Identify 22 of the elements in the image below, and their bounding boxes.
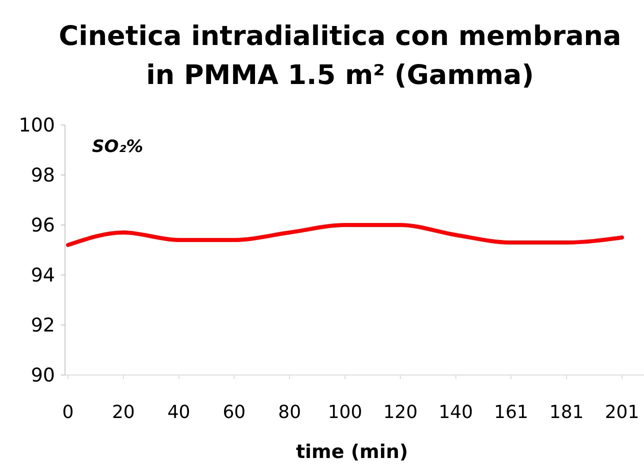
x-tick-label: 201: [604, 402, 640, 423]
y-tick-label: 94: [30, 264, 55, 287]
y-tick-label: 98: [30, 164, 55, 187]
x-tick-label: 40: [167, 402, 190, 423]
x-tick-label: 120: [383, 402, 418, 423]
annotation: SO₂%: [92, 137, 144, 157]
y-tick-label: 90: [30, 364, 55, 387]
x-tick-label: 140: [438, 402, 473, 423]
x-tick-label: 80: [278, 402, 302, 423]
x-axis-title: time (min): [296, 441, 408, 463]
y-tick-label: 92: [30, 314, 55, 337]
x-tick-label: 181: [549, 402, 584, 423]
x-tick-label: 20: [112, 402, 135, 423]
y-tick-label: 96: [30, 214, 55, 237]
x-tick-label: 0: [62, 402, 74, 423]
x-tick-label: 100: [328, 402, 362, 423]
chart-subtitle: in PMMA 1.5 m² (Gamma): [146, 60, 534, 91]
line-series: [66, 223, 624, 247]
x-tick-label: 60: [222, 402, 246, 423]
x-tick-label: 161: [494, 402, 528, 423]
chart-title: Cinetica intradialitica con membrana: [58, 21, 622, 52]
y-tick-label: 100: [18, 114, 55, 137]
